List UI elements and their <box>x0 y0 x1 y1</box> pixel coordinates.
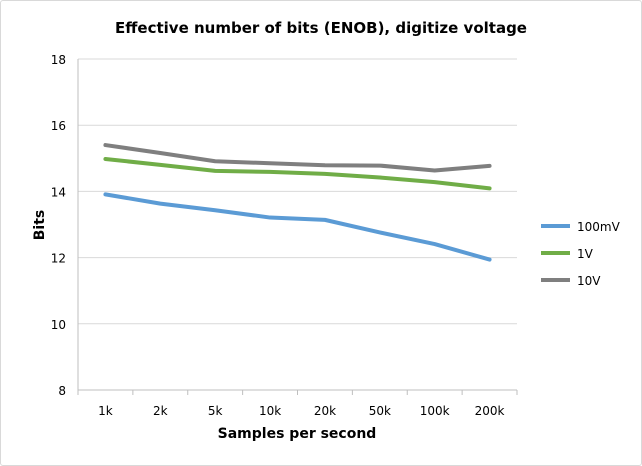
chart-title: Effective number of bits (ENOB), digitiz… <box>115 19 527 37</box>
series-line-10V <box>103 143 492 173</box>
y-axis-label: Bits <box>32 210 48 241</box>
y-tick-label: 16 <box>51 119 66 133</box>
y-tick-label: 10 <box>51 318 66 332</box>
legend-label: 1V <box>577 247 594 261</box>
legend-label: 10V <box>577 274 601 288</box>
legend-label: 100mV <box>577 220 621 234</box>
x-tick-label: 5k <box>208 404 223 418</box>
series-line-1V <box>103 156 492 191</box>
y-tick-label: 8 <box>58 384 66 398</box>
y-tick-label: 12 <box>51 252 66 266</box>
x-tick-label: 50k <box>369 404 391 418</box>
y-tick-label: 14 <box>51 185 66 199</box>
x-tick-label: 1k <box>98 404 113 418</box>
x-axis-label: Samples per second <box>218 426 377 442</box>
x-tick-label: 10k <box>259 404 281 418</box>
series-line-100mV <box>103 192 492 262</box>
x-tick-label: 20k <box>314 404 336 418</box>
x-tick-label: 200k <box>475 404 505 418</box>
y-tick-label: 18 <box>51 53 66 67</box>
x-tick-label: 100k <box>420 404 450 418</box>
x-tick-label: 2k <box>153 404 168 418</box>
